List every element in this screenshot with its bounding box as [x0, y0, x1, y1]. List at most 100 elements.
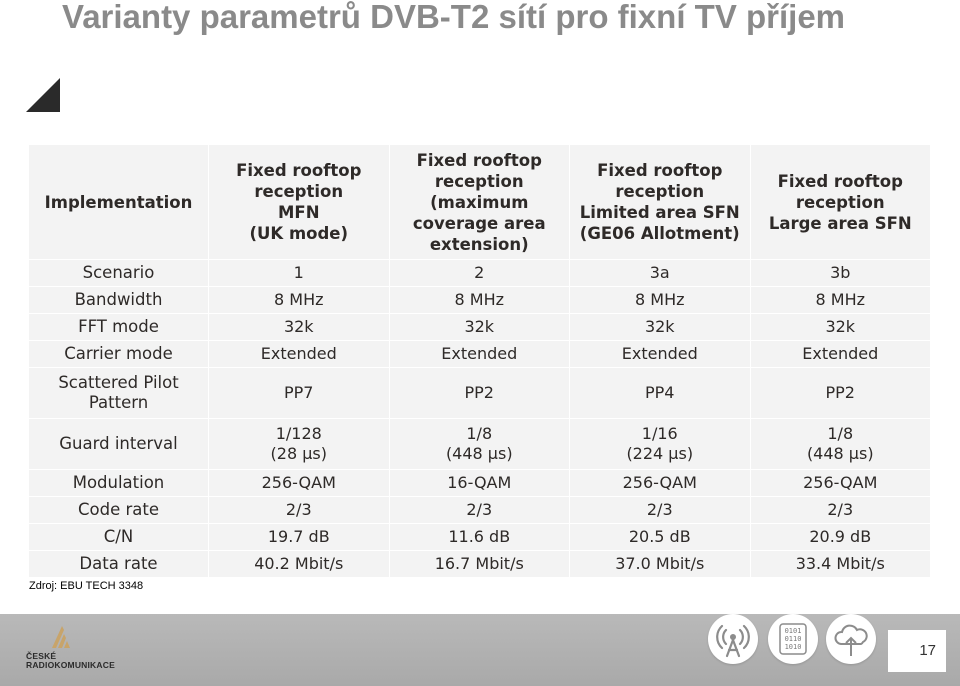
- table-cell: 8 MHz: [388, 286, 570, 314]
- header-implementation: Implementation: [28, 144, 209, 260]
- table-row-scenario: Scenario 1 2 3a 3b: [28, 259, 931, 287]
- table-row-guard-interval: Guard interval 1/128 (28 µs) 1/8 (448 µs…: [28, 418, 931, 470]
- table-cell: 37.0 Mbit/s: [569, 550, 751, 578]
- table-cell: Extended: [569, 340, 751, 368]
- table-cell: 256-QAM: [749, 469, 931, 497]
- header-column-3: Fixed rooftop reception Limited area SFN…: [569, 144, 751, 260]
- header-line: (GE06 Allotment): [579, 224, 740, 243]
- header-line: reception: [434, 171, 524, 191]
- parameters-table-container: Implementation Fixed rooftop reception M…: [28, 144, 931, 578]
- table-cell: 2/3: [749, 496, 931, 524]
- row-label: Scenario: [28, 259, 209, 287]
- page-number: 17: [888, 630, 946, 672]
- page-title: Varianty parametrů DVB-T2 sítí pro fixní…: [62, 0, 846, 35]
- table-row-carrier-mode: Carrier mode Extended Extended Extended …: [28, 340, 931, 368]
- table-row-bandwidth: Bandwidth 8 MHz 8 MHz 8 MHz 8 MHz: [28, 286, 931, 314]
- table-cell: 8 MHz: [208, 286, 390, 314]
- table-cell: 1/8 (448 µs): [749, 418, 931, 470]
- header-line: Fixed rooftop: [416, 150, 542, 170]
- table-cell: PP2: [388, 367, 570, 419]
- table-cell: Extended: [388, 340, 570, 368]
- row-label: Scattered Pilot Pattern: [28, 367, 209, 419]
- header-line: Fixed rooftop: [597, 161, 723, 180]
- table-cell: 40.2 Mbit/s: [208, 550, 390, 578]
- table-cell: Extended: [208, 340, 390, 368]
- table-cell: 1/16 (224 µs): [569, 418, 751, 470]
- table-cell: 2/3: [388, 496, 570, 524]
- table-cell: PP2: [749, 367, 931, 419]
- header-line: Large area SFN: [768, 213, 912, 233]
- table-row-fft-mode: FFT mode 32k 32k 32k 32k: [28, 313, 931, 341]
- row-label: C/N: [28, 523, 209, 551]
- table-cell: 11.6 dB: [388, 523, 570, 551]
- cell-line: 1/8: [827, 424, 854, 443]
- cell-line: (448 µs): [445, 444, 513, 463]
- table-cell: 20.5 dB: [569, 523, 751, 551]
- table-cell: 32k: [208, 313, 390, 341]
- row-label: Carrier mode: [28, 340, 209, 368]
- row-label: Code rate: [28, 496, 209, 524]
- binary-line-2: 0110: [785, 635, 802, 643]
- table-header-row: Implementation Fixed rooftop reception M…: [28, 144, 931, 260]
- table-cell: Extended: [749, 340, 931, 368]
- header-line: extension): [429, 234, 529, 254]
- header-line: coverage area: [412, 213, 546, 233]
- table-cell: PP7: [208, 367, 390, 419]
- footer-bar: ČESKÉ RADIOKOMUNIKACE 0101 0110 1010: [0, 614, 960, 686]
- table-cell: 8 MHz: [569, 286, 751, 314]
- cell-line: 1/8: [466, 424, 493, 443]
- company-logo: ČESKÉ RADIOKOMUNIKACE: [26, 624, 116, 674]
- table-cell: 20.9 dB: [749, 523, 931, 551]
- table-cell: PP4: [569, 367, 751, 419]
- cell-line: (28 µs): [270, 444, 327, 463]
- binary-data-icon: 0101 0110 1010: [768, 614, 818, 664]
- cell-line: 1/128: [275, 424, 322, 443]
- header-column-4: Fixed rooftop reception Large area SFN: [749, 144, 931, 260]
- table-cell: 256-QAM: [208, 469, 390, 497]
- header-line: (maximum: [430, 192, 529, 212]
- table-row-cn: C/N 19.7 dB 11.6 dB 20.5 dB 20.9 dB: [28, 523, 931, 551]
- header-line: reception: [795, 192, 885, 212]
- header-line: Fixed rooftop: [236, 161, 362, 180]
- header-column-1: Fixed rooftop reception MFN (UK mode): [208, 144, 390, 260]
- header-line: (UK mode): [249, 224, 349, 243]
- parameters-table: Implementation Fixed rooftop reception M…: [28, 144, 931, 578]
- table-row-code-rate: Code rate 2/3 2/3 2/3 2/3: [28, 496, 931, 524]
- label-line: Pattern: [88, 393, 149, 412]
- table-row-modulation: Modulation 256-QAM 16-QAM 256-QAM 256-QA…: [28, 469, 931, 497]
- table-cell: 1/128 (28 µs): [208, 418, 390, 470]
- cloud-upload-icon: [826, 614, 876, 664]
- table-cell: 33.4 Mbit/s: [749, 550, 931, 578]
- header-line: MFN: [278, 203, 320, 222]
- row-label: Modulation: [28, 469, 209, 497]
- row-label: Data rate: [28, 550, 209, 578]
- logo-text: ČESKÉ RADIOKOMUNIKACE: [26, 652, 115, 670]
- cell-line: 1/16: [641, 424, 678, 443]
- table-cell: 3b: [749, 259, 931, 287]
- table-cell: 256-QAM: [569, 469, 751, 497]
- binary-line-3: 1010: [785, 643, 802, 651]
- header-line: Fixed rooftop: [777, 171, 903, 191]
- header-line: Limited area SFN: [579, 203, 740, 222]
- header-line: reception: [615, 182, 705, 201]
- row-label: Guard interval: [28, 418, 209, 470]
- table-cell: 32k: [749, 313, 931, 341]
- corner-triangle-icon: [26, 78, 60, 112]
- table-cell: 8 MHz: [749, 286, 931, 314]
- table-cell: 16-QAM: [388, 469, 570, 497]
- antenna-signal-icon: [708, 614, 758, 664]
- table-row-data-rate: Data rate 40.2 Mbit/s 16.7 Mbit/s 37.0 M…: [28, 550, 931, 578]
- table-cell: 2/3: [208, 496, 390, 524]
- table-cell: 1/8 (448 µs): [388, 418, 570, 470]
- table-cell: 2/3: [569, 496, 751, 524]
- table-cell: 19.7 dB: [208, 523, 390, 551]
- binary-line-1: 0101: [785, 627, 802, 635]
- table-cell: 1: [208, 259, 390, 287]
- source-note: Zdroj: EBU TECH 3348: [29, 580, 144, 592]
- logo-line-2: RADIOKOMUNIKACE: [26, 660, 115, 670]
- row-label: Bandwidth: [28, 286, 209, 314]
- table-cell: 32k: [569, 313, 751, 341]
- logo-line-1: ČESKÉ: [26, 651, 57, 661]
- label-line: Scattered Pilot: [58, 373, 179, 392]
- row-label: FFT mode: [28, 313, 209, 341]
